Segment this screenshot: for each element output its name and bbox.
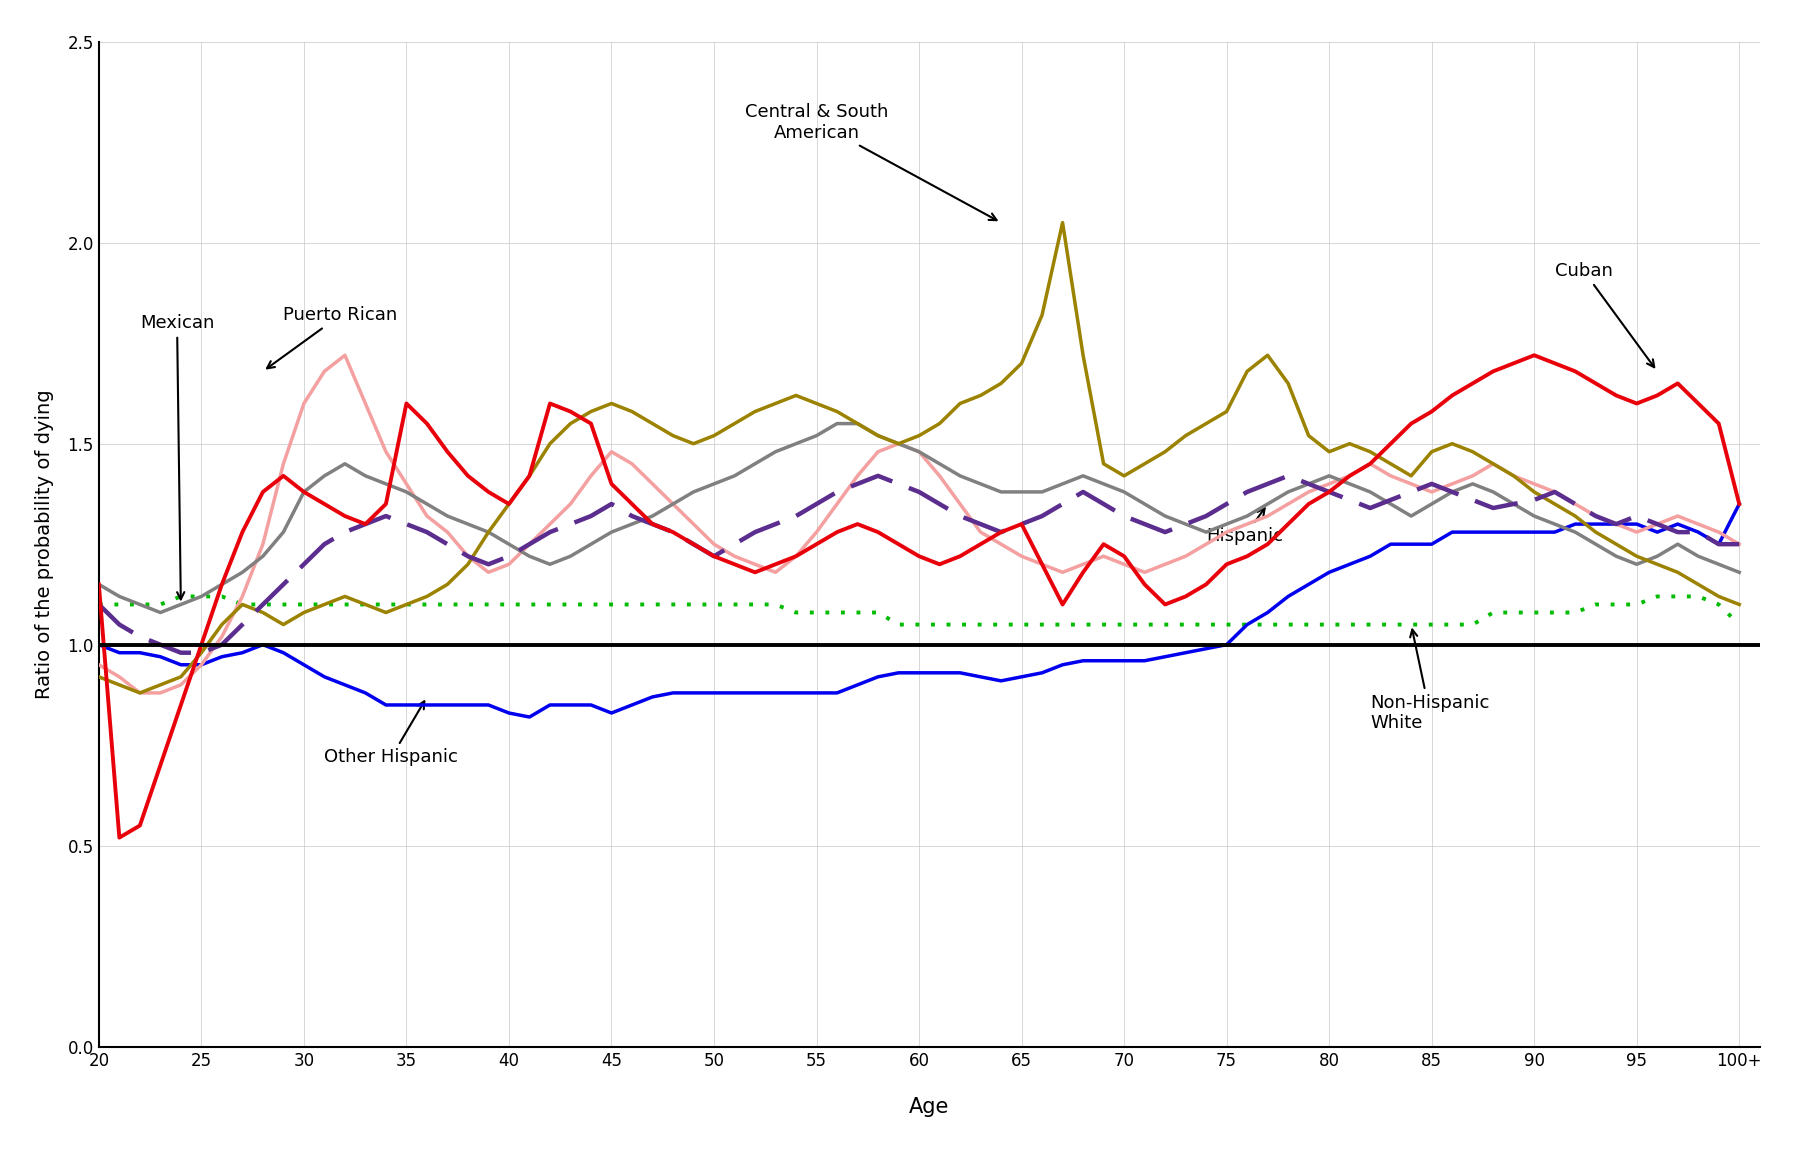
- Text: Mexican: Mexican: [140, 314, 214, 599]
- Text: Puerto Rican: Puerto Rican: [266, 306, 398, 369]
- Text: Non-Hispanic
White: Non-Hispanic White: [1370, 630, 1490, 733]
- Text: Other Hispanic: Other Hispanic: [324, 702, 459, 766]
- Text: Hispanic: Hispanic: [1206, 508, 1283, 545]
- Text: Cuban: Cuban: [1555, 262, 1654, 367]
- X-axis label: Age: Age: [909, 1097, 949, 1117]
- Y-axis label: Ratio of the probability of dying: Ratio of the probability of dying: [34, 389, 54, 699]
- Text: Central & South
American: Central & South American: [745, 103, 997, 220]
